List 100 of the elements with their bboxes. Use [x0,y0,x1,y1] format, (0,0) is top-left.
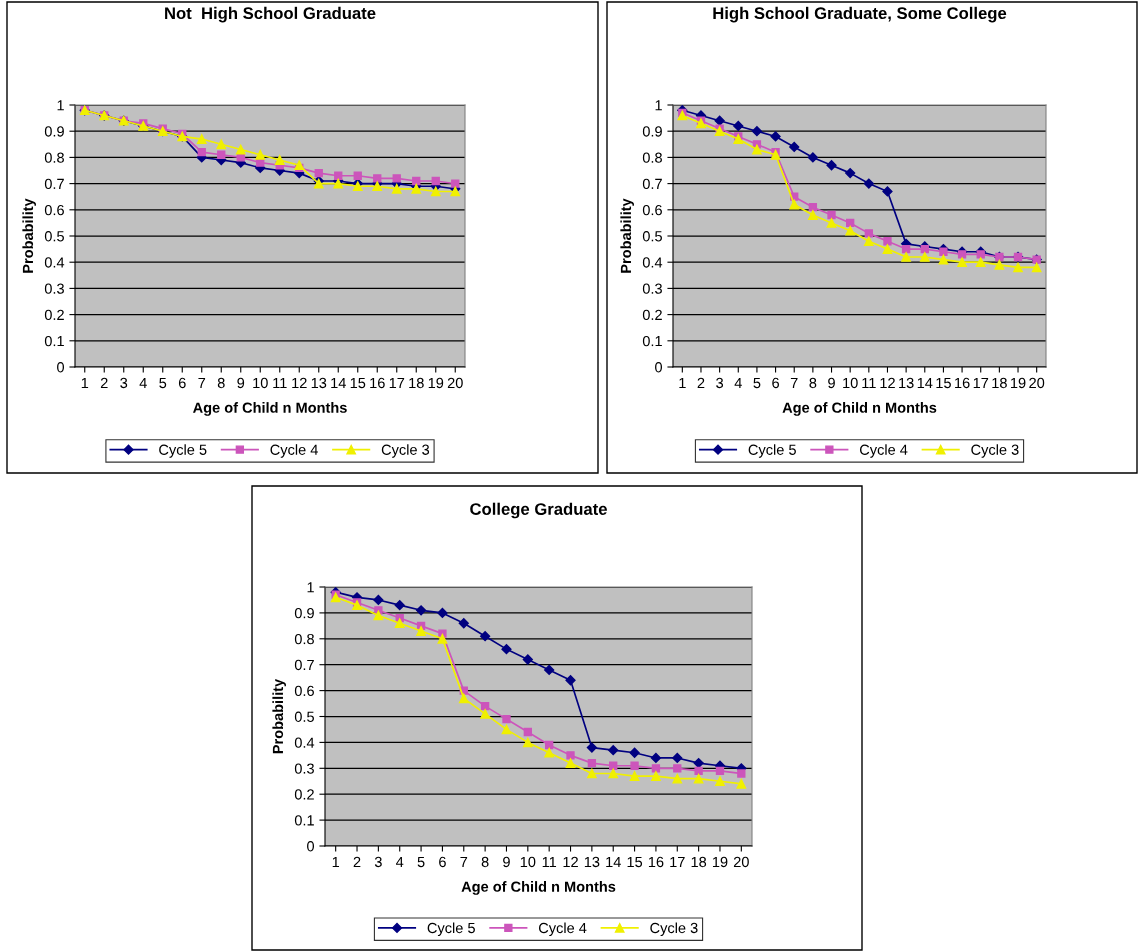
x-tick-label: 7 [790,377,798,388]
x-tick-label: 1 [332,856,340,867]
x-tick-label: 10 [520,856,536,868]
x-tick-label: 8 [217,377,225,389]
y-tick-label: 0.2 [642,309,662,321]
y-tick-label: 0.2 [294,789,314,800]
x-tick-label: 3 [120,377,128,389]
x-tick-label: 18 [992,377,1007,389]
x-tick-label: 9 [503,856,510,868]
x-tick-label: 4 [139,377,147,388]
y-tick-label: 0.2 [44,309,64,321]
x-tick-label: 2 [353,856,361,867]
y-tick-label: 0.7 [642,178,662,190]
x-tick-label: 14 [331,377,346,388]
y-tick-label: 0 [307,841,315,852]
x-tick-label: 17 [389,377,405,388]
x-tick-label: 16 [648,856,664,868]
x-tick-label: 2 [100,377,108,388]
y-tick-label: 0.9 [642,126,662,137]
y-tick-label: 0.8 [294,633,314,645]
legend-label: Cycle 3 [971,444,1019,458]
x-tick-label: 9 [828,377,835,389]
x-tick-label: 2 [697,377,705,388]
y-tick-label: 0.6 [44,204,64,216]
x-tick-label: 17 [670,856,685,867]
y-tick-label: 0.5 [642,231,662,242]
y-tick-label: 0.4 [642,257,663,268]
y-tick-label: 1 [307,582,314,593]
x-tick-label: 15 [350,377,366,389]
y-tick-label: 0.8 [44,152,64,163]
x-tick-label: 17 [973,377,989,388]
chart-title: College Graduate [470,502,607,519]
x-tick-label: 8 [481,856,489,868]
x-tick-label: 12 [292,377,307,388]
x-tick-label: 19 [428,377,444,389]
x-tick-label: 6 [439,856,446,868]
x-tick-label: 11 [862,377,876,388]
legend-label: Cycle 4 [538,922,587,937]
x-tick-label: 10 [253,377,268,389]
y-tick-label: 0.1 [642,335,662,347]
x-tick-label: 20 [1029,377,1045,389]
y-tick-label: 0.1 [294,815,314,826]
x-tick-label: 16 [955,377,970,389]
y-axis-title: Probability [620,198,634,273]
x-tick-label: 18 [691,856,707,868]
y-tick-label: 0.7 [294,659,314,671]
x-tick-label: 10 [843,377,858,389]
chart-title: Not High School Graduate [165,6,376,23]
legend-label: Cycle 4 [859,444,908,458]
x-axis-title: Age of Child n Months [461,881,616,895]
legend-label: Cycle 5 [748,444,796,458]
y-tick-label: 0.7 [44,178,64,190]
x-tick-label: 4 [734,377,742,388]
legend-label: Cycle 3 [381,444,430,458]
x-tick-label: 7 [198,377,206,388]
y-tick-label: 0.3 [44,283,64,294]
x-tick-label: 3 [716,377,724,389]
y-tick-label: 0.4 [44,257,65,268]
legend-label: Cycle 5 [159,444,207,458]
x-tick-label: 4 [396,856,404,867]
x-tick-label: 9 [237,377,245,389]
x-tick-label: 18 [409,377,424,389]
x-tick-label: 7 [460,856,468,867]
legend-label: Cycle 3 [650,922,698,937]
x-tick-label: 14 [917,377,933,388]
y-tick-label: 0.5 [44,231,64,242]
x-tick-label: 1 [81,377,89,388]
x-tick-label: 6 [178,377,186,389]
x-tick-label: 13 [584,856,600,868]
x-tick-label: 12 [563,856,578,867]
legend-label: Cycle 5 [427,922,475,937]
x-tick-label: 3 [374,856,382,868]
x-tick-label: 5 [159,377,167,389]
x-tick-label: 20 [447,377,463,389]
y-tick-label: 0.9 [294,608,314,619]
y-tick-label: 0 [57,362,65,373]
x-tick-label: 19 [712,856,728,868]
x-tick-label: 14 [606,856,621,867]
x-axis-title: Age of Child n Months [782,402,937,416]
x-axis-title: Age of Child n Months [193,402,347,416]
y-tick-label: 0.1 [44,335,64,347]
x-tick-label: 15 [936,377,951,389]
y-tick-label: 1 [57,100,64,111]
y-tick-label: 0.3 [642,283,662,294]
y-tick-label: 1 [655,100,662,111]
y-tick-label: 0.5 [294,711,314,722]
x-tick-label: 6 [772,377,779,389]
x-tick-label: 19 [1011,377,1026,389]
y-tick-label: 0.6 [642,204,662,216]
y-tick-label: 0.4 [294,737,315,748]
y-tick-label: 0 [655,362,663,373]
x-tick-label: 13 [899,377,914,389]
y-tick-label: 0.8 [642,152,662,163]
x-tick-label: 1 [679,377,686,388]
y-tick-label: 0.9 [44,126,64,137]
y-axis-title: Probability [22,198,36,273]
x-tick-label: 12 [880,377,895,388]
x-tick-label: 11 [542,856,557,867]
x-tick-label: 11 [273,377,287,388]
x-tick-label: 13 [311,377,327,389]
